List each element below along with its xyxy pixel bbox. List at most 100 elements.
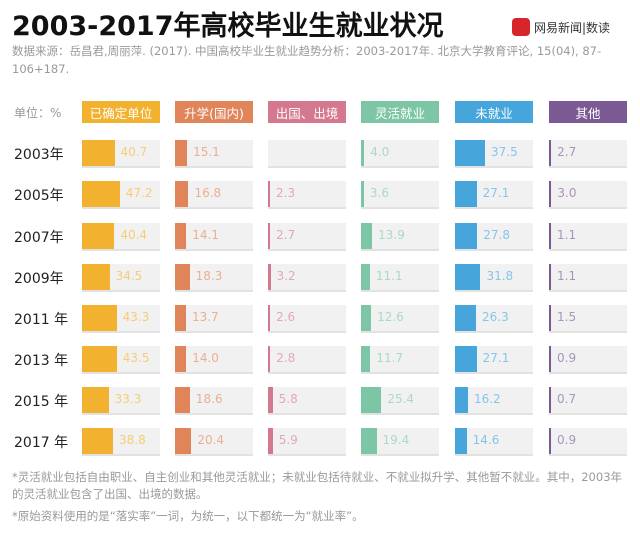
row-label: 2007年 [14,230,64,246]
footnote-2: *原始资料使用的是“落实率”一词，为统一，以下都统一为“就业率”。 [12,509,364,523]
table-cell: 0.9 [549,346,627,374]
bar [175,305,186,331]
table-cell: 33.3 [82,387,160,415]
value-label: 3.2 [276,269,296,283]
bar [175,387,190,413]
bar [361,387,382,413]
value-label: 2.8 [276,351,296,365]
value-label: 16.2 [473,392,501,406]
table-cell: 34.5 [82,264,160,292]
table-cell: 0.9 [549,428,627,456]
bar [268,428,273,454]
value-label: 16.8 [194,186,222,200]
page-title: 2003-2017年高校毕业生就业状况 [12,11,444,42]
bar [549,264,551,290]
bar [361,181,364,207]
table-cell: 11.1 [361,264,439,292]
bar [361,223,373,249]
value-label: 20.4 [197,433,225,447]
bar [549,305,551,331]
row-label: 2013 年 [14,353,69,369]
bar [82,305,117,331]
table-cell: 25.4 [361,387,439,415]
table-cell: 13.7 [175,305,253,333]
table-cell: 16.8 [175,181,253,209]
value-label: 14.6 [472,433,500,447]
bar [361,346,371,372]
value-label: 47.2 [125,186,153,200]
bar [82,181,120,207]
value-label: 1.1 [557,269,577,283]
value-label: 13.9 [378,228,405,242]
table-cell: 43.5 [82,346,160,374]
bar [455,264,481,290]
legend-chip: 已确定单位 [82,101,160,123]
row-label: 2017 年 [14,435,69,451]
table-cell: 3.0 [549,181,627,209]
table-cell: 12.6 [361,305,439,333]
value-label: 0.9 [557,433,577,447]
value-label: 27.1 [482,351,510,365]
table-cell: 43.3 [82,305,160,333]
table-cell: 2.8 [268,346,346,374]
unit-label: 单位：% [14,106,62,120]
value-label: 4.0 [370,145,390,159]
footnote-1: *灵活就业包括自由职业、自主创业和其他灵活就业；未就业包括待就业、不就业拟升学、… [12,470,623,501]
value-label: 1.1 [557,228,577,242]
bar [549,140,552,166]
table-cell: 27.8 [455,223,533,251]
bar [549,387,551,413]
bar [82,428,114,454]
row-label: 2009年 [14,271,64,287]
value-label: 14.0 [192,351,219,365]
table-cell: 1.1 [549,223,627,251]
row-label: 2005年 [14,188,64,204]
bar [268,181,270,207]
legend-chip: 灵活就业 [361,101,439,123]
value-label: 27.8 [483,228,510,242]
bar [455,181,477,207]
table-cell: 27.1 [455,181,533,209]
table-cell: 3.6 [361,181,439,209]
table-cell: 14.1 [175,223,253,251]
bar [175,264,190,290]
value-label: 15.1 [193,145,220,159]
table-cell: 3.2 [268,264,346,292]
table-cell: 5.8 [268,387,346,415]
value-label: 43.5 [122,351,150,365]
value-label: 14.1 [192,228,219,242]
legend-chip: 未就业 [455,101,533,123]
value-label: 40.7 [120,145,148,159]
value-label: 5.9 [278,433,298,447]
bar [455,223,478,249]
value-label: 11.7 [376,351,404,365]
bar [268,305,271,331]
bar [455,428,467,454]
legend-chip: 其他 [549,101,627,123]
bar [82,264,110,290]
table-cell: 2.7 [549,140,627,168]
value-label: 2.3 [276,186,296,200]
table-cell: 1.5 [549,305,627,333]
brand-name: 网易新闻|数读 [534,20,611,35]
value-label: 27.1 [482,186,510,200]
bar [175,140,188,166]
table-cell [268,140,346,168]
bar [268,346,271,372]
bar [549,181,552,207]
value-label: 12.6 [377,310,404,324]
row-label: 2003年 [14,147,64,163]
bar [82,387,109,413]
table-cell: 14.6 [455,428,533,456]
bar [268,387,273,413]
bar [82,223,115,249]
value-label: 5.8 [278,392,298,406]
brand: 网易新闻|数读 [512,18,610,36]
bar [455,305,477,331]
value-label: 11.1 [375,269,403,283]
bar [82,140,115,166]
table-cell: 5.9 [268,428,346,456]
value-label: 38.8 [119,433,146,447]
table-cell: 38.8 [82,428,160,456]
table-cell: 27.1 [455,346,533,374]
